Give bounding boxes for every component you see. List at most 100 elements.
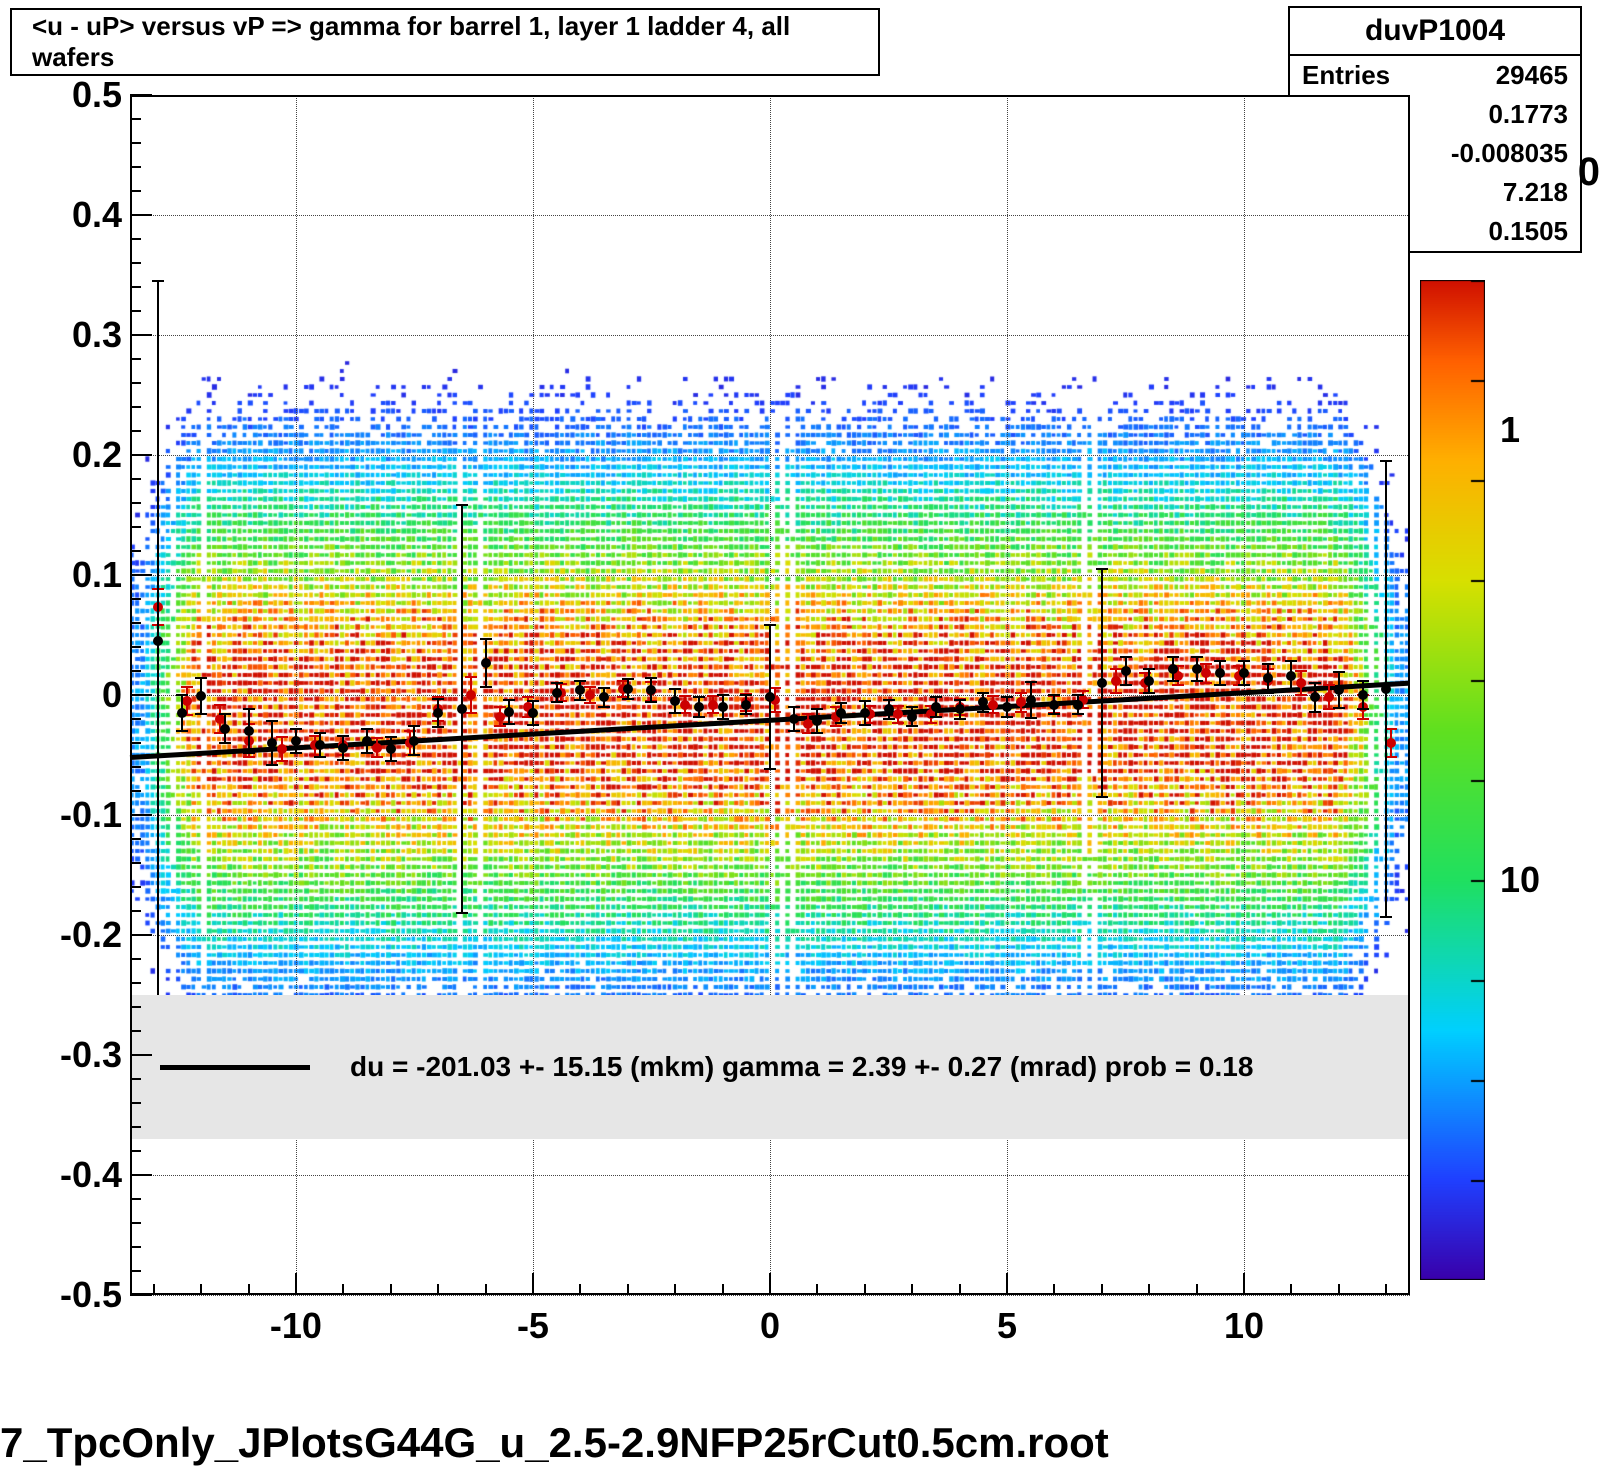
y-axis-label: -0.3 xyxy=(12,1034,122,1076)
chart-title: <u - uP> versus vP => gamma for barrel 1… xyxy=(32,11,858,73)
y-tick xyxy=(130,670,141,672)
y-tick xyxy=(130,454,152,456)
y-tick xyxy=(130,118,141,120)
y-tick xyxy=(130,646,141,648)
x-axis-label: -5 xyxy=(517,1305,549,1347)
grid-line-h xyxy=(130,1295,1410,1296)
y-tick xyxy=(130,886,141,888)
x-tick xyxy=(153,1284,155,1295)
plot-area: du = -201.03 +- 15.15 (mkm) gamma = 2.39… xyxy=(130,95,1410,1295)
stats-label: Entries xyxy=(1302,60,1390,91)
x-tick xyxy=(1006,1273,1008,1295)
y-tick xyxy=(130,142,141,144)
x-tick xyxy=(437,1284,439,1295)
y-axis-label: 0.3 xyxy=(12,314,122,356)
x-tick xyxy=(959,1284,961,1295)
stray-label-zero: 0 xyxy=(1578,150,1600,195)
x-axis-label: -10 xyxy=(270,1305,322,1347)
y-tick xyxy=(130,838,141,840)
x-tick xyxy=(579,1284,581,1295)
y-tick xyxy=(130,814,152,816)
y-axis-label: -0.5 xyxy=(12,1274,122,1316)
y-tick xyxy=(130,1102,141,1104)
y-tick xyxy=(130,1150,141,1152)
y-tick xyxy=(130,238,141,240)
y-tick xyxy=(130,334,152,336)
y-tick xyxy=(130,502,141,504)
y-tick xyxy=(130,1198,141,1200)
x-tick xyxy=(769,1273,771,1295)
y-tick xyxy=(130,598,141,600)
y-axis-label: -0.2 xyxy=(12,914,122,956)
y-axis-label: 0.5 xyxy=(12,74,122,116)
y-tick xyxy=(130,214,152,216)
y-tick xyxy=(130,406,141,408)
colorbar-label: 1 xyxy=(1500,409,1520,451)
stats-value: 29465 xyxy=(1496,60,1568,91)
y-axis-label: -0.1 xyxy=(12,794,122,836)
x-tick xyxy=(200,1284,202,1295)
stats-value: -0.008035 xyxy=(1451,138,1568,169)
y-tick xyxy=(130,910,141,912)
x-tick xyxy=(390,1284,392,1295)
x-tick xyxy=(911,1284,913,1295)
y-tick xyxy=(130,1030,141,1032)
x-tick xyxy=(722,1284,724,1295)
y-axis-label: 0.4 xyxy=(12,194,122,236)
y-tick xyxy=(130,430,141,432)
y-tick xyxy=(130,790,141,792)
y-tick xyxy=(130,766,141,768)
y-tick xyxy=(130,190,141,192)
x-tick xyxy=(532,1273,534,1295)
x-axis-label: 10 xyxy=(1224,1305,1264,1347)
y-tick xyxy=(130,718,141,720)
y-tick xyxy=(130,742,141,744)
stats-name: duvP1004 xyxy=(1290,8,1580,56)
x-tick xyxy=(1148,1284,1150,1295)
x-tick xyxy=(1196,1284,1198,1295)
axis-frame xyxy=(130,95,1410,1295)
y-tick xyxy=(130,1078,141,1080)
x-tick xyxy=(295,1273,297,1295)
y-axis-label: 0.1 xyxy=(12,554,122,596)
y-tick xyxy=(130,382,141,384)
x-tick xyxy=(627,1284,629,1295)
x-tick xyxy=(674,1284,676,1295)
y-tick xyxy=(130,262,141,264)
x-tick xyxy=(1243,1273,1245,1295)
y-axis-label: 0.2 xyxy=(12,434,122,476)
x-tick xyxy=(1385,1284,1387,1295)
y-tick xyxy=(130,982,141,984)
colorbar xyxy=(1420,280,1485,1280)
x-tick xyxy=(248,1284,250,1295)
y-tick xyxy=(130,622,141,624)
y-tick xyxy=(130,958,141,960)
y-tick xyxy=(130,574,152,576)
y-tick xyxy=(130,1270,141,1272)
y-tick xyxy=(130,358,141,360)
chart-title-box: <u - uP> versus vP => gamma for barrel 1… xyxy=(10,8,880,76)
y-tick xyxy=(130,934,152,936)
x-tick xyxy=(864,1284,866,1295)
x-tick xyxy=(1053,1284,1055,1295)
y-tick xyxy=(130,94,152,96)
y-tick xyxy=(130,310,141,312)
x-axis-label: 5 xyxy=(997,1305,1017,1347)
source-filename: 7_TpcOnly_JPlotsG44G_u_2.5-2.9NFP25rCut0… xyxy=(0,1419,1109,1467)
x-tick xyxy=(485,1284,487,1295)
x-tick xyxy=(816,1284,818,1295)
stats-value: 7.218 xyxy=(1503,177,1568,208)
y-tick xyxy=(130,1174,152,1176)
x-tick xyxy=(1101,1284,1103,1295)
colorbar-label: 10 xyxy=(1500,859,1540,901)
y-tick xyxy=(130,166,141,168)
stats-row: Entries 29465 xyxy=(1290,56,1580,95)
y-axis-label: -0.4 xyxy=(12,1154,122,1196)
y-tick xyxy=(130,526,141,528)
y-tick xyxy=(130,1294,152,1296)
stats-value: 0.1505 xyxy=(1488,216,1568,247)
y-tick xyxy=(130,1126,141,1128)
x-axis-label: 0 xyxy=(760,1305,780,1347)
stats-value: 0.1773 xyxy=(1488,99,1568,130)
y-tick xyxy=(130,286,141,288)
